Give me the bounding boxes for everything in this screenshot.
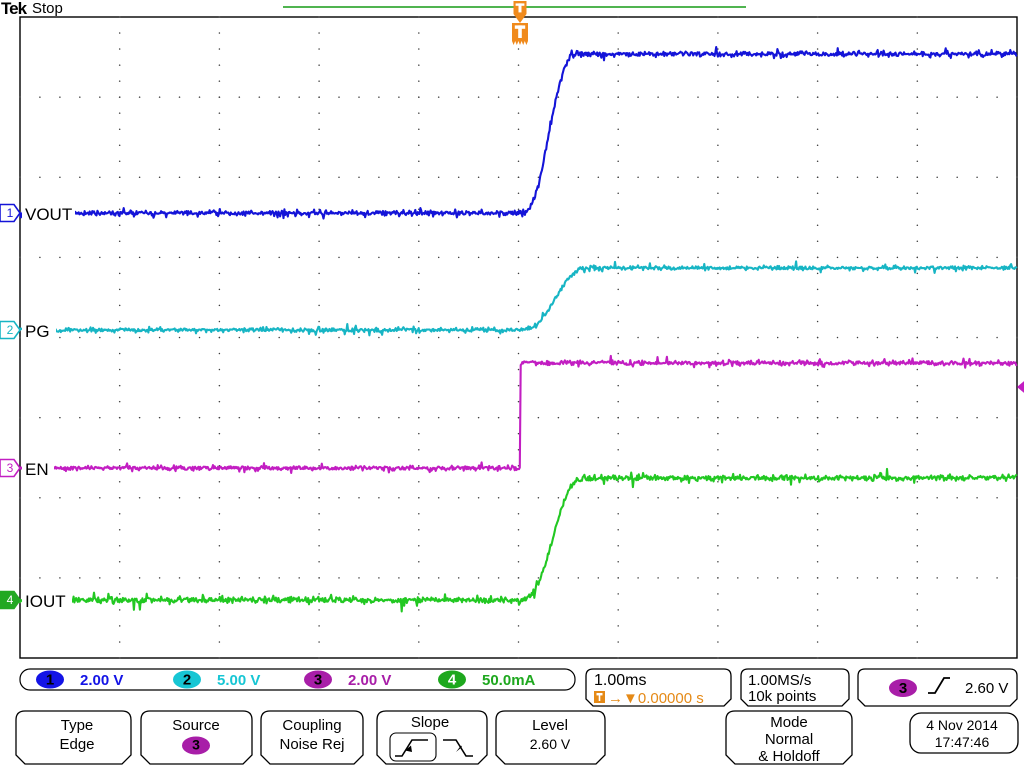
svg-text:Normal: Normal [765, 731, 813, 748]
svg-text:2.00 V: 2.00 V [348, 672, 391, 689]
svg-text:3: 3 [7, 461, 14, 475]
svg-text:Source: Source [172, 717, 220, 734]
svg-text:Coupling: Coupling [282, 717, 341, 734]
svg-text:3: 3 [314, 672, 322, 689]
svg-text:4: 4 [448, 672, 457, 689]
svg-text:1: 1 [7, 206, 14, 220]
svg-text:VOUT: VOUT [25, 205, 72, 224]
svg-text:4: 4 [7, 593, 14, 607]
svg-text:5.00 V: 5.00 V [217, 672, 260, 689]
svg-text:2.60 V: 2.60 V [530, 736, 571, 752]
svg-text:Tek: Tek [1, 0, 28, 18]
svg-text:EN: EN [25, 460, 49, 479]
svg-text:Stop: Stop [32, 0, 63, 17]
svg-text:& Holdoff: & Holdoff [758, 748, 820, 765]
svg-text:1.00MS/s: 1.00MS/s [748, 672, 811, 689]
svg-text:Noise Rej: Noise Rej [279, 736, 344, 753]
svg-text:IOUT: IOUT [25, 592, 66, 611]
svg-text:1: 1 [46, 672, 54, 689]
svg-text:1.00ms: 1.00ms [594, 672, 646, 689]
svg-text:10k points: 10k points [748, 688, 816, 705]
svg-text:Level: Level [532, 717, 568, 734]
svg-text:2.00 V: 2.00 V [80, 672, 123, 689]
svg-text:50.0mA: 50.0mA [482, 672, 536, 689]
svg-text:Slope: Slope [411, 714, 449, 731]
svg-text:→▼0.00000 s: →▼0.00000 s [608, 690, 704, 707]
svg-text:17:47:46: 17:47:46 [935, 734, 990, 750]
svg-text:2: 2 [183, 672, 191, 689]
svg-text:2: 2 [7, 323, 14, 337]
svg-text:2.60 V: 2.60 V [965, 680, 1008, 697]
svg-text:PG: PG [25, 322, 50, 341]
svg-text:3: 3 [192, 737, 200, 753]
svg-text:Mode: Mode [770, 714, 808, 731]
svg-text:Edge: Edge [59, 736, 94, 753]
svg-text:3: 3 [899, 680, 907, 697]
svg-text:Type: Type [61, 717, 94, 734]
svg-text:4 Nov 2014: 4 Nov 2014 [926, 717, 998, 733]
